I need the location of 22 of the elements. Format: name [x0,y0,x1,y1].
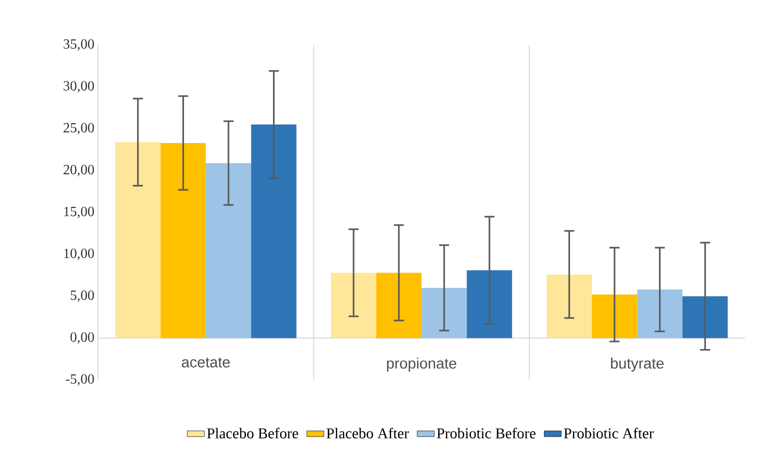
y-tick-label: 35,00 [64,39,94,51]
bar [592,294,638,338]
legend-label: Probiotic After [564,428,654,438]
legend-label: Placebo Before [207,428,298,438]
y-tick-label: -5,00 [66,374,94,386]
y-tick-label: 10,00 [64,248,94,260]
bar [251,124,296,338]
x-tick-label: acetate [182,358,230,368]
y-tick-label: 20,00 [64,164,94,176]
x-tick-label: butyrate [611,358,664,372]
y-tick-label: 30,00 [64,81,94,93]
bar [115,142,161,338]
y-tick-label: 0,00 [70,332,94,344]
legend-label: Probiotic Before [436,428,536,438]
y-tick-label: 5,00 [70,290,94,302]
y-tick-label: 15,00 [64,206,94,218]
legend-label: Placebo After [326,428,409,438]
bar [160,142,206,338]
bar [682,296,728,338]
x-tick-label: propionate [387,358,456,372]
y-tick-label: 25,00 [64,123,94,134]
bar [206,163,252,338]
